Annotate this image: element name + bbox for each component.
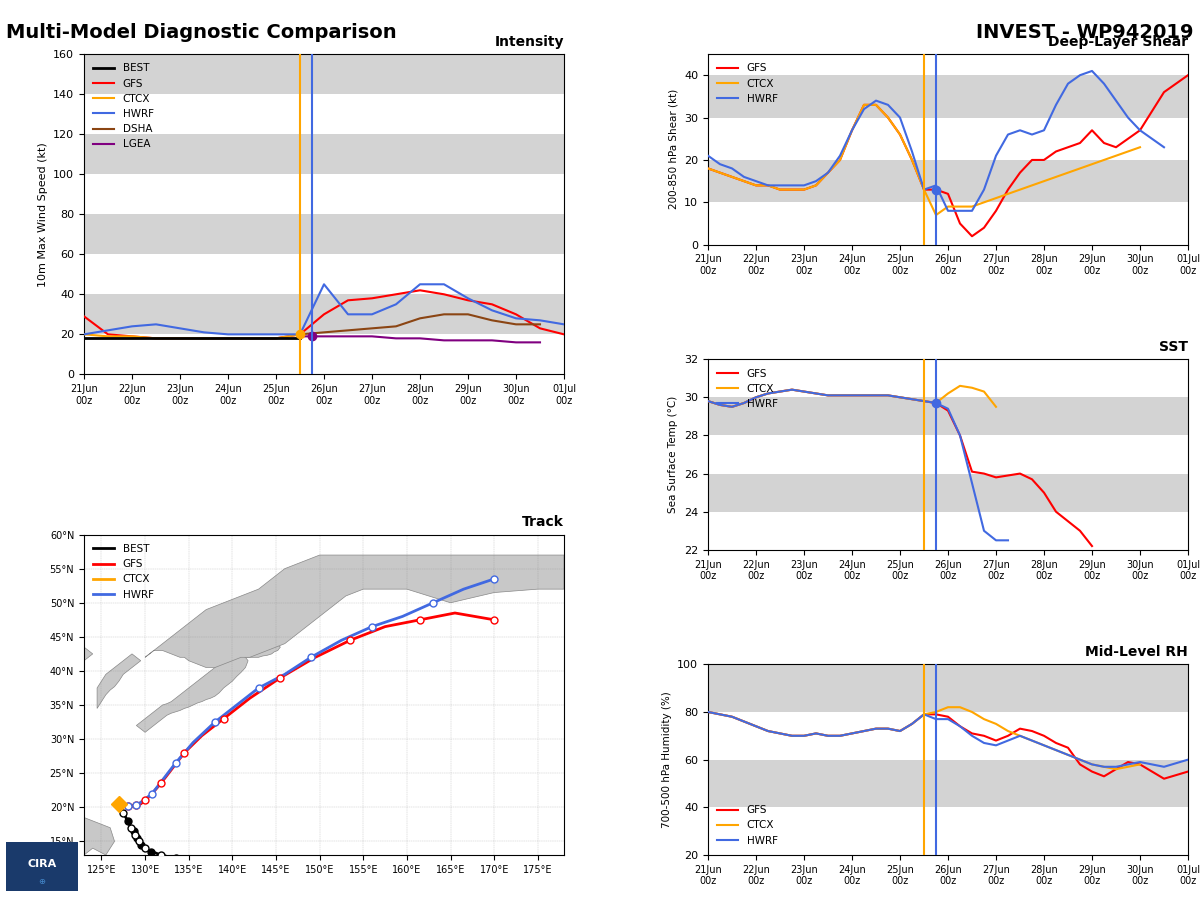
Bar — [84, 54, 564, 94]
Bar — [708, 76, 1188, 118]
Text: ⊕: ⊕ — [38, 877, 46, 886]
Text: INVEST - WP942019: INVEST - WP942019 — [977, 22, 1194, 41]
Y-axis label: 200-850 hPa Shear (kt): 200-850 hPa Shear (kt) — [668, 89, 678, 210]
Bar — [708, 473, 1188, 512]
Legend: BEST, GFS, CTCX, HWRF, DSHA, LGEA: BEST, GFS, CTCX, HWRF, DSHA, LGEA — [89, 59, 157, 154]
Text: Mid-Level RH: Mid-Level RH — [1085, 645, 1188, 659]
Polygon shape — [18, 555, 92, 821]
Y-axis label: Sea Surface Temp (°C): Sea Surface Temp (°C) — [668, 396, 678, 513]
Bar — [84, 294, 564, 335]
Polygon shape — [145, 555, 564, 668]
Legend: GFS, CTCX, HWRF: GFS, CTCX, HWRF — [713, 801, 781, 850]
Text: Track: Track — [522, 516, 564, 529]
Polygon shape — [97, 654, 140, 708]
Text: SST: SST — [1159, 340, 1188, 354]
Polygon shape — [241, 637, 281, 657]
Bar — [708, 397, 1188, 436]
Text: Multi-Model Diagnostic Comparison: Multi-Model Diagnostic Comparison — [6, 22, 397, 41]
Bar — [708, 760, 1188, 807]
Y-axis label: 10m Max Wind Speed (kt): 10m Max Wind Speed (kt) — [37, 142, 48, 286]
Bar — [708, 664, 1188, 712]
Bar — [708, 160, 1188, 202]
Text: CIRA: CIRA — [28, 859, 56, 868]
Text: Deep-Layer Shear: Deep-Layer Shear — [1048, 35, 1188, 49]
Text: Intensity: Intensity — [494, 35, 564, 49]
Legend: GFS, CTCX, HWRF: GFS, CTCX, HWRF — [713, 59, 781, 108]
Bar — [84, 134, 564, 175]
Polygon shape — [41, 807, 114, 855]
Legend: GFS, CTCX, HWRF: GFS, CTCX, HWRF — [713, 364, 781, 413]
Polygon shape — [58, 771, 76, 794]
Legend: BEST, GFS, CTCX, HWRF: BEST, GFS, CTCX, HWRF — [89, 540, 157, 604]
Y-axis label: 700-500 hPa Humidity (%): 700-500 hPa Humidity (%) — [661, 691, 672, 828]
Polygon shape — [137, 651, 248, 733]
Bar — [84, 214, 564, 254]
